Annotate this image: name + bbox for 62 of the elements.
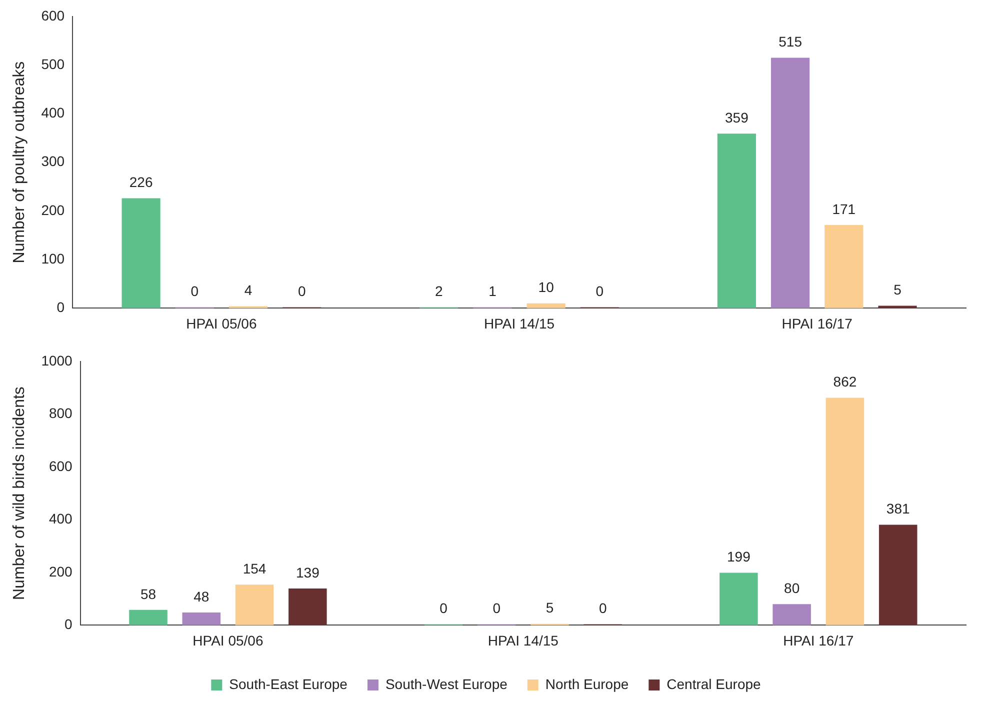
y-tick-label: 0 [64,616,73,632]
data-label: 199 [727,548,751,565]
data-label: 5 [546,600,554,616]
bar [770,58,810,308]
x-tick-label: HPAI 16/17 [783,632,854,648]
y-tick-label: 800 [48,405,73,422]
bar [182,612,221,626]
data-label: 10 [538,279,554,296]
data-label: 515 [778,34,802,50]
y-tick-label: 600 [48,458,73,474]
legend-label: South-East Europe [229,676,348,692]
y-tick-label: 1000 [41,352,73,368]
data-label: 0 [492,600,501,616]
bar [772,604,811,626]
x-tick-label: HPAI 14/15 [488,632,559,648]
data-label: 226 [129,174,153,190]
x-tick-label: HPAI 05/06 [186,315,257,332]
data-label: 1 [488,283,497,300]
bar [288,588,327,626]
data-label: 139 [296,564,320,580]
bar [826,398,864,626]
bar [129,610,168,626]
y-tick-label: 300 [41,153,65,170]
data-label: 58 [140,586,156,602]
y-tick-label: 500 [41,56,65,72]
x-tick-label: HPAI 14/15 [484,315,555,332]
data-label: 171 [832,200,856,217]
data-label: 0 [298,283,306,300]
data-label: 0 [440,600,448,616]
y-tick-label: 400 [41,104,65,121]
y-tick-label: 600 [41,7,65,24]
data-label: 381 [886,500,910,517]
legend-label: Central Europe [666,676,762,692]
data-label: 80 [784,580,800,596]
bar [717,134,756,308]
data-label: 0 [596,283,604,300]
bar [526,303,566,308]
legend-label: North Europe [545,676,629,692]
y-tick-label: 0 [56,299,65,316]
data-label: 359 [725,109,749,126]
x-tick-label: HPAI 05/06 [192,632,264,648]
y-tick-label: 100 [41,250,65,266]
data-label: 154 [242,560,266,576]
data-label: 4 [244,282,252,298]
data-label: 0 [598,600,607,616]
data-label: 48 [194,588,210,604]
bar [235,584,274,626]
bar [824,225,864,308]
legend-label: South-West Europe [385,676,508,692]
y-tick-label: 200 [41,202,65,218]
data-label: 2 [434,283,443,300]
y-tick-label: 200 [48,563,73,580]
data-label: 862 [833,374,857,390]
data-label: 5 [894,282,902,298]
y-axis-title: Number of poultry outbreaks [11,61,28,264]
y-axis-title: Number of wild birds incidents [11,386,28,600]
x-tick-label: HPAI 16/17 [782,315,853,332]
bar [122,198,160,308]
bar [878,524,918,626]
data-label: 0 [190,283,199,300]
bar [720,572,758,626]
y-tick-label: 400 [48,510,73,527]
